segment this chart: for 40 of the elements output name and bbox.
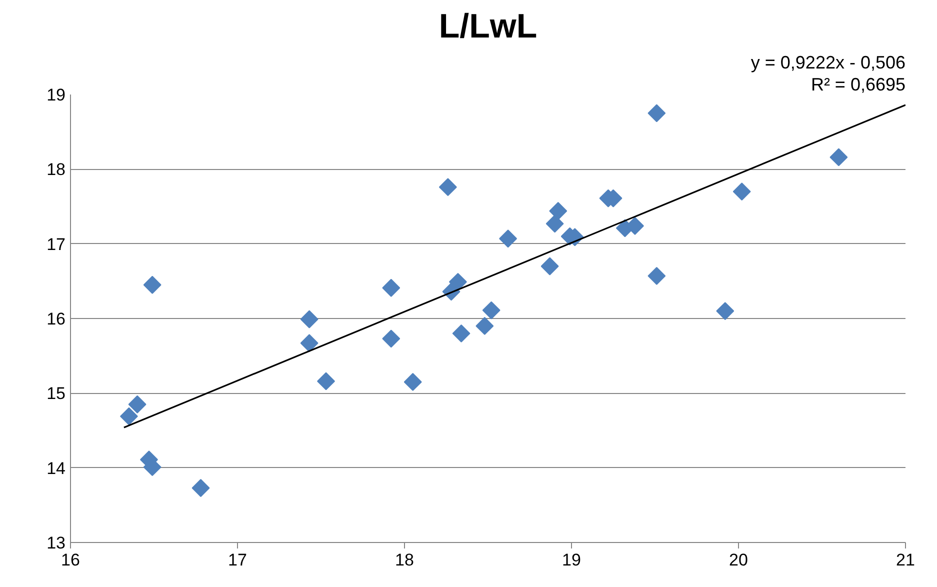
text: R² = 0,6695 — [810, 74, 906, 94]
point — [192, 479, 210, 497]
point — [448, 272, 467, 291]
point — [549, 202, 568, 220]
y-tick-label: 15 — [46, 384, 66, 404]
point — [546, 214, 564, 233]
x-tick-label: 16 — [61, 550, 80, 570]
point — [830, 148, 848, 166]
point — [143, 276, 162, 294]
y-tick-label: 17 — [46, 234, 66, 254]
text: y = 0,9222x - 0,506 — [750, 52, 906, 72]
point — [499, 230, 518, 248]
x-tick-label: 21 — [896, 550, 915, 570]
x-tick-label: 19 — [562, 550, 581, 570]
point — [482, 301, 500, 320]
chart-title: L/LwL — [438, 8, 538, 46]
y-tick-label: 18 — [46, 160, 66, 180]
point — [716, 302, 734, 320]
x-tick-label: 20 — [729, 550, 748, 570]
point — [438, 178, 457, 196]
point — [382, 278, 400, 297]
x-tick-label: 17 — [228, 550, 247, 570]
x-tick-label: 18 — [395, 550, 414, 570]
point — [648, 104, 666, 122]
point — [732, 182, 751, 201]
point — [404, 372, 422, 391]
point — [300, 310, 318, 328]
y-tick-label: 13 — [46, 534, 66, 552]
y-tick-label: 19 — [46, 86, 66, 104]
point — [300, 334, 318, 352]
point — [452, 324, 470, 342]
point — [317, 372, 335, 390]
point — [128, 395, 146, 414]
y-tick-label: 16 — [46, 310, 66, 328]
point — [382, 330, 400, 348]
point — [648, 266, 666, 285]
point — [540, 257, 559, 276]
point — [476, 316, 494, 335]
point — [120, 407, 138, 426]
y-tick-label: 14 — [46, 458, 66, 478]
